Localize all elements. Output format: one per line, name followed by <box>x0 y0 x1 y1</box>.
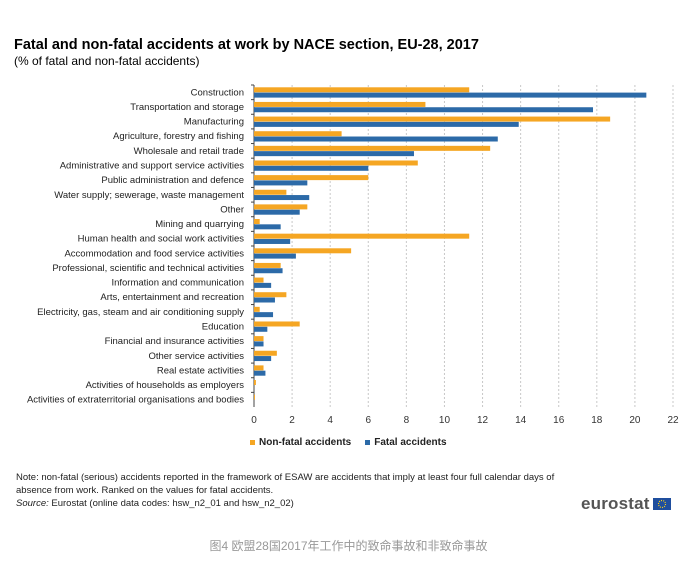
x-tick-label: 10 <box>439 415 451 426</box>
bar-non-fatal <box>254 248 352 254</box>
bar-non-fatal <box>254 292 287 298</box>
category-label: Agriculture, forestry and fishing <box>113 131 244 142</box>
bar-fatal <box>254 238 291 244</box>
bar-fatal <box>254 253 296 259</box>
bar-fatal <box>254 268 283 274</box>
bar-chart: 0 2 4 6 8 10 12 14 16 18 20 22 Construction Transport… <box>27 84 679 426</box>
x-tick-label: 12 <box>477 415 489 426</box>
figure-caption: 图4 欧盟28国2017年工作中的致命事故和非致命事故 <box>209 539 488 553</box>
category-label: Professional, scientific and technical a… <box>52 263 244 274</box>
source-text: Eurostat (online data codes: hsw_n2_01 a… <box>48 498 294 509</box>
category-label: Public administration and defence <box>101 175 244 186</box>
category-label: Transportation and storage <box>130 102 244 113</box>
bar-fatal <box>254 341 264 347</box>
category-label: Electricity, gas, steam and air conditio… <box>37 307 244 318</box>
chart-note: Note: non-fatal (serious) accidents repo… <box>16 471 576 510</box>
x-tick-label: 8 <box>404 415 410 426</box>
bar-non-fatal <box>254 87 470 93</box>
x-tick-label: 2 <box>289 415 295 426</box>
legend-label: Fatal accidents <box>374 437 447 448</box>
bar-fatal <box>254 92 647 98</box>
bar-fatal <box>254 326 268 332</box>
bar-non-fatal <box>254 262 281 268</box>
bar-fatal <box>254 224 281 230</box>
bar-non-fatal <box>254 160 418 166</box>
bar-fatal <box>254 370 266 376</box>
category-label: Activities of extraterritorial organisat… <box>27 395 244 406</box>
bar-fatal <box>254 312 274 318</box>
source-line: Source: Eurostat (online data codes: hsw… <box>16 497 576 510</box>
eu-flag-icon <box>652 498 671 510</box>
bar-non-fatal <box>254 321 300 327</box>
bar-non-fatal <box>254 394 255 400</box>
category-label: Mining and quarrying <box>155 219 244 230</box>
category-label: Other <box>220 204 244 215</box>
x-tick-label: 20 <box>629 415 641 426</box>
bar-non-fatal <box>254 219 260 225</box>
bar-non-fatal <box>254 145 491 151</box>
bar-fatal <box>254 180 308 186</box>
bar-non-fatal <box>254 101 426 107</box>
bar-non-fatal <box>254 131 342 137</box>
legend: Non-fatal accidents Fatal accidents <box>250 437 447 448</box>
logo-text: eurostat <box>581 494 650 513</box>
note-text: Note: non-fatal (serious) accidents repo… <box>16 472 555 496</box>
category-label: Administrative and support service activ… <box>60 161 245 172</box>
bar-non-fatal <box>254 350 277 356</box>
legend-item-fatal: Fatal accidents <box>365 437 447 448</box>
x-tick-label: 16 <box>553 415 565 426</box>
category-label: Accommodation and food service activitie… <box>64 248 244 259</box>
bar-fatal <box>254 356 272 362</box>
category-label: Other service activities <box>148 351 244 362</box>
bar-non-fatal <box>254 116 611 122</box>
category-label: Real estate activities <box>157 365 244 376</box>
chart-subtitle: (% of fatal and non-fatal accidents) <box>14 54 200 68</box>
bar-non-fatal <box>254 380 256 386</box>
x-tick-label: 18 <box>591 415 603 426</box>
category-label: Human health and social work activities <box>78 234 245 245</box>
bar-non-fatal <box>254 336 264 342</box>
eurostat-logo: eurostat <box>581 494 671 514</box>
x-tick-label: 6 <box>365 415 371 426</box>
category-label: Activities of households as employers <box>86 380 245 391</box>
bar-non-fatal <box>254 306 260 312</box>
bar-non-fatal <box>254 175 369 181</box>
bar-fatal <box>254 107 594 113</box>
category-label: Wholesale and retail trade <box>134 146 244 157</box>
chart-title: Fatal and non-fatal accidents at work by… <box>14 37 479 53</box>
bar-non-fatal <box>254 233 470 239</box>
bar-non-fatal <box>254 189 287 195</box>
legend-label: Non-fatal accidents <box>259 437 352 448</box>
category-label: Information and communication <box>111 278 244 289</box>
category-label: Construction <box>191 87 244 98</box>
legend-item-non-fatal: Non-fatal accidents <box>250 437 351 448</box>
x-tick-label: 22 <box>667 415 679 426</box>
category-label: Manufacturing <box>184 117 244 128</box>
category-label: Education <box>202 322 244 333</box>
bar-non-fatal <box>254 204 308 210</box>
source-label: Source: <box>16 498 49 509</box>
bar-fatal <box>254 136 498 142</box>
bar-fatal <box>254 297 275 303</box>
bar-fatal <box>254 165 369 171</box>
bar-non-fatal <box>254 277 264 283</box>
bar-fatal <box>254 195 310 201</box>
category-label: Arts, entertainment and recreation <box>100 292 244 303</box>
x-tick-label: 4 <box>327 415 333 426</box>
bar-fatal <box>254 151 414 157</box>
bar-fatal <box>254 121 519 127</box>
category-label: Financial and insurance activities <box>105 336 245 347</box>
bar-fatal <box>254 209 300 215</box>
x-tick-label: 0 <box>251 415 257 426</box>
bar-fatal <box>254 282 272 288</box>
category-label: Water supply; sewerage, waste management <box>54 190 244 201</box>
x-tick-label: 14 <box>515 415 527 426</box>
bar-non-fatal <box>254 365 264 371</box>
